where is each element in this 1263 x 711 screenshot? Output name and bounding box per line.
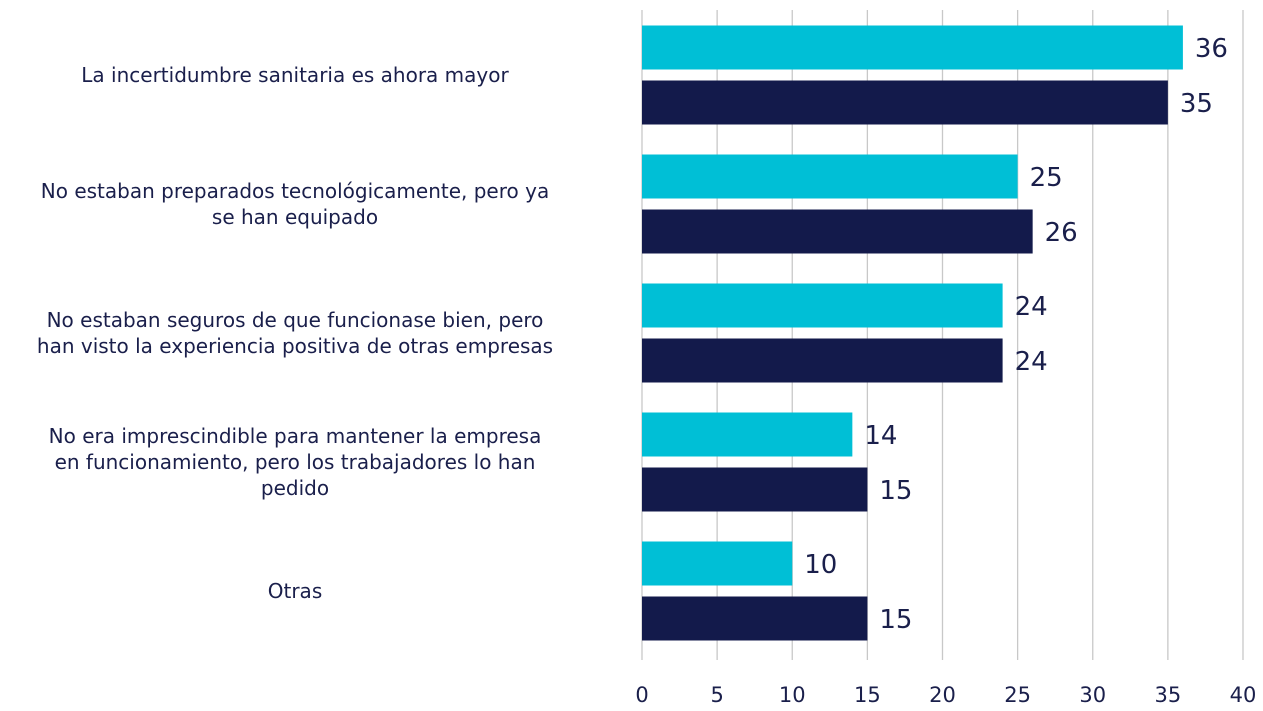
- bar: [642, 338, 1003, 383]
- value-label: 15: [879, 476, 912, 506]
- value-label: 10: [804, 550, 837, 580]
- value-label: 26: [1045, 218, 1078, 248]
- value-label: 24: [1015, 347, 1048, 377]
- bar: [642, 25, 1183, 70]
- value-label: 24: [1015, 292, 1048, 322]
- bar: [642, 412, 853, 457]
- x-tick-label: 20: [929, 683, 956, 707]
- value-label: 14: [864, 421, 897, 451]
- x-tick-label: 25: [1004, 683, 1031, 707]
- x-tick-label: 30: [1079, 683, 1106, 707]
- bar: [642, 80, 1168, 125]
- value-label: 36: [1195, 34, 1228, 64]
- bar: [642, 209, 1033, 254]
- bar: [642, 283, 1003, 328]
- x-tick-label: 10: [779, 683, 806, 707]
- category-label: Otras: [267, 578, 323, 603]
- x-tick-label: 15: [854, 683, 881, 707]
- category-label: No era imprescindible para mantener la e…: [48, 423, 542, 500]
- bar: [642, 154, 1018, 199]
- x-tick-label: 5: [710, 683, 723, 707]
- x-tick-label: 35: [1155, 683, 1182, 707]
- value-label: 25: [1030, 163, 1063, 193]
- x-tick-label: 0: [635, 683, 648, 707]
- value-label: 35: [1180, 89, 1213, 119]
- bar: [642, 596, 868, 641]
- category-label: No estaban seguros de que funcionase bie…: [36, 307, 554, 358]
- category-label: No estaban preparados tecnológicamente, …: [40, 178, 550, 229]
- value-label: 15: [879, 605, 912, 635]
- bar: [642, 541, 793, 586]
- x-tick-label: 40: [1230, 683, 1257, 707]
- bar: [642, 467, 868, 512]
- category-label: La incertidumbre sanitaria es ahora mayo…: [81, 62, 509, 87]
